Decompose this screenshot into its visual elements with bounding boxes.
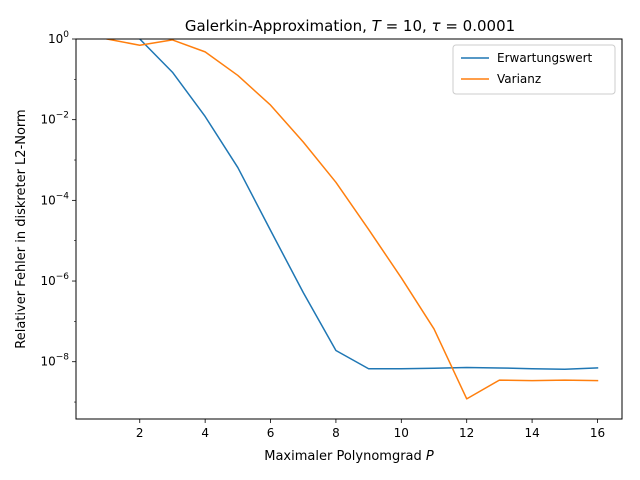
x-tick-label: 14 [524,426,539,440]
x-axis-ticks: 2 4 6 8 10 12 14 16 [136,419,605,440]
y-tick-label: 10−2 [40,111,69,127]
y-tick-label: 10−6 [40,272,69,288]
x-tick-label: 6 [267,426,275,440]
x-tick-label: 10 [394,426,409,440]
chart-title: Galerkin-Approximation, T = 10, τ = 0.00… [185,17,515,35]
series-layer [106,39,599,400]
legend-label-erwartungswert: Erwartungswert [497,51,593,65]
x-tick-label: 4 [201,426,209,440]
x-axis-label: Maximaler Polynomgrad P [264,449,434,464]
y-tick-label: 100 [48,30,69,46]
y-axis-label: Relativer Fehler in diskreter L2-Norm [14,109,29,348]
plot-frame [75,38,623,420]
x-tick-label: 8 [332,426,340,440]
legend: Erwartungswert Varianz [452,44,616,95]
legend-label-varianz: Varianz [497,72,541,86]
x-tick-label: 12 [459,426,474,440]
series-line-erwartungswert [138,39,599,371]
y-tick-label: 10−8 [40,353,69,369]
legend-frame [452,44,616,95]
series-line-varianz [106,39,599,400]
plot-area: 2 4 6 8 10 12 14 16 100 10−2 10−4 10−6 10−8 [40,30,623,440]
x-tick-label: 2 [136,426,144,440]
x-tick-label: 16 [590,426,605,440]
y-axis-ticks: 100 10−2 10−4 10−6 10−8 [40,30,76,403]
y-tick-label: 10−4 [40,191,69,207]
